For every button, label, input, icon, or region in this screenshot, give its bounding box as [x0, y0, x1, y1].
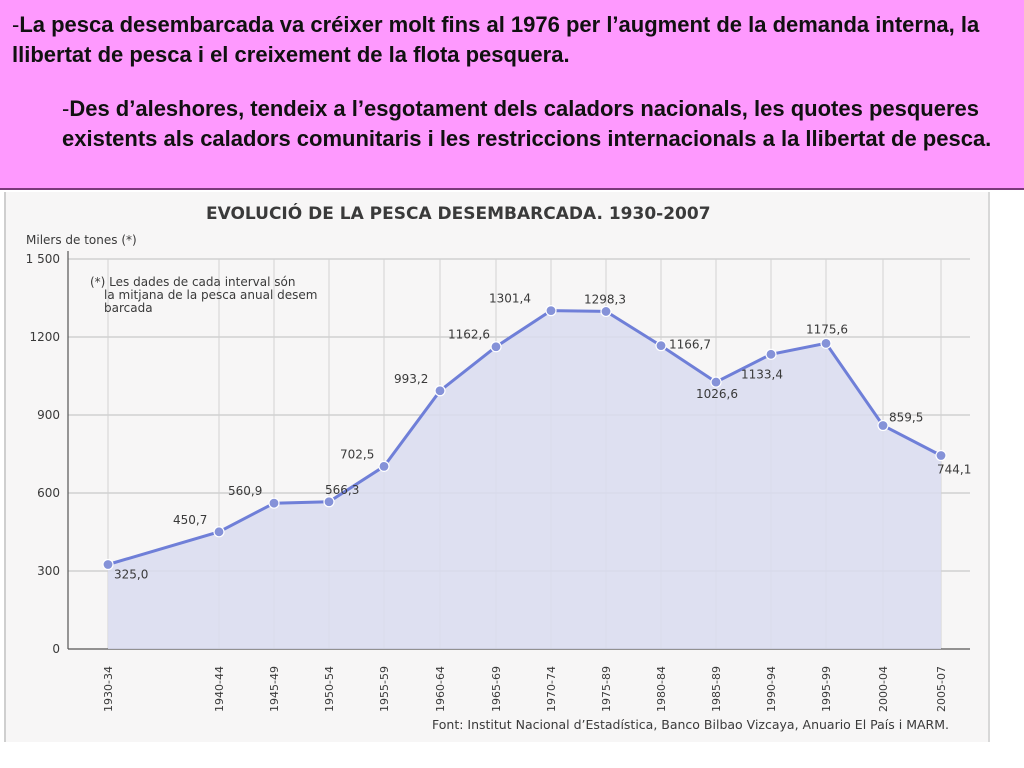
chart-note: barcada	[104, 301, 153, 315]
data-point	[820, 337, 832, 349]
x-tick-label: 1990-94	[765, 666, 778, 712]
line-chart: EVOLUCIÓ DE LA PESCA DESEMBARCADA. 1930-…	[26, 202, 972, 732]
x-tick-label: 1945-49	[268, 666, 281, 712]
x-tick-label: 1940-44	[213, 666, 226, 712]
data-point	[434, 385, 446, 397]
data-point	[268, 497, 280, 509]
chart-note: (*) Les dades de cada interval són	[90, 275, 295, 289]
paragraph-growth: -La pesca desembarcada va créixer molt f…	[12, 10, 1002, 70]
x-tick-label: 2005-07	[935, 666, 948, 712]
data-point	[600, 305, 612, 318]
text-panel: -La pesca desembarcada va créixer molt f…	[0, 0, 1024, 190]
y-tick-label: 900	[37, 408, 60, 422]
data-point	[323, 496, 335, 508]
chart-image: EVOLUCIÓ DE LA PESCA DESEMBARCADA. 1930-…	[4, 192, 990, 742]
data-point	[545, 305, 557, 317]
paragraph-dash: -	[12, 12, 20, 37]
y-tick-label: 300	[37, 564, 60, 578]
data-point	[213, 526, 225, 538]
data-point	[710, 376, 722, 388]
data-label: 744,1	[937, 463, 971, 477]
data-point	[102, 558, 114, 571]
chart-title: EVOLUCIÓ DE LA PESCA DESEMBARCADA. 1930-…	[206, 202, 711, 224]
x-tick-label: 1930-34	[102, 666, 115, 712]
paragraph-dash: -	[62, 96, 70, 121]
x-tick-label: 1975-89	[600, 666, 613, 712]
y-tick-label: 1 500	[26, 252, 60, 266]
paragraph-text: Des d’aleshores, tendeix a l’esgotament …	[62, 96, 992, 151]
x-tick-label: 1980-84	[655, 666, 668, 712]
data-label: 325,0	[114, 568, 148, 582]
data-point	[877, 419, 889, 432]
x-tick-label: 1950-54	[323, 666, 336, 712]
data-label: 450,7	[173, 513, 207, 527]
data-point	[378, 460, 390, 472]
y-tick-label: 600	[37, 486, 60, 500]
y-axis-label: Milers de tones (*)	[26, 233, 137, 247]
data-label: 702,5	[340, 447, 374, 461]
x-tick-label: 1965-69	[490, 666, 503, 712]
x-tick-label: 1955-59	[378, 666, 391, 712]
data-point	[490, 341, 502, 353]
data-label: 1026,6	[696, 387, 738, 401]
data-label: 560,9	[228, 484, 262, 498]
y-tick-label: 1200	[29, 330, 60, 344]
data-point	[935, 449, 947, 462]
x-tick-label: 2000-04	[877, 666, 890, 712]
paragraph-text: La pesca desembarcada va créixer molt fi…	[12, 12, 980, 67]
chart-source: Font: Institut Nacional d’Estadística, B…	[432, 717, 949, 732]
data-label: 993,2	[394, 372, 428, 386]
data-label: 566,3	[325, 483, 359, 497]
x-tick-label: 1995-99	[820, 666, 833, 712]
y-tick-label: 0	[52, 642, 60, 656]
data-label: 1162,6	[448, 328, 490, 342]
x-tick-label: 1985-89	[710, 666, 723, 712]
data-label: 1301,4	[489, 292, 531, 306]
chart-area: EVOLUCIÓ DE LA PESCA DESEMBARCADA. 1930-…	[0, 192, 1024, 768]
area-fill	[108, 310, 941, 649]
paragraph-decline: -Des d’aleshores, tendeix a l’esgotament…	[62, 94, 1002, 154]
chart-note: la mitjana de la pesca anual desem	[104, 288, 317, 302]
x-tick-label: 1970-74	[545, 666, 558, 712]
data-point	[765, 348, 777, 360]
data-label: 1133,4	[741, 367, 783, 381]
data-label: 1298,3	[584, 292, 626, 306]
data-label: 1175,6	[806, 322, 848, 336]
data-label: 1166,7	[669, 338, 711, 352]
data-label: 859,5	[889, 411, 923, 425]
data-point	[655, 340, 667, 352]
x-tick-label: 1960-64	[434, 666, 447, 712]
